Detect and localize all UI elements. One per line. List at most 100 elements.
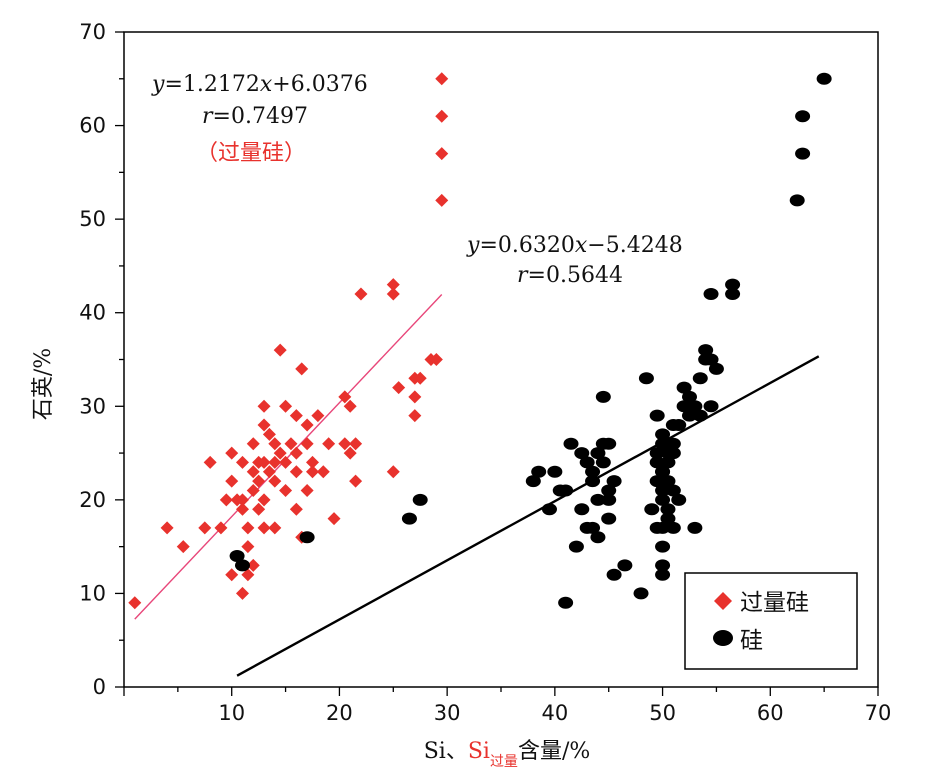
point-silicon xyxy=(816,72,832,85)
point-silicon xyxy=(412,493,428,506)
point-excess-silicon xyxy=(338,437,352,451)
fit-note-excess-silicon: （过量硅） xyxy=(196,141,306,166)
point-silicon xyxy=(590,531,606,544)
point-silicon xyxy=(638,372,654,385)
point-excess-silicon xyxy=(262,465,276,479)
point-excess-silicon xyxy=(306,465,319,479)
x-tick-label: 20 xyxy=(326,701,353,725)
fit-line-silicon xyxy=(236,355,820,677)
point-excess-silicon xyxy=(268,437,282,451)
point-excess-silicon xyxy=(268,474,282,488)
y-tick-label: 50 xyxy=(79,207,106,231)
fit-equation-excess-silicon: y=1.2172x+6.0376 xyxy=(151,72,368,97)
point-silicon xyxy=(606,568,622,581)
point-silicon xyxy=(660,456,676,469)
point-silicon xyxy=(687,400,703,413)
point-excess-silicon xyxy=(408,409,422,423)
point-silicon xyxy=(299,531,315,544)
axis-ticks: 10 20 30 40 50 60 70 0 10 20 30 40 50 60 70 xyxy=(79,20,891,725)
point-silicon xyxy=(789,194,805,207)
point-silicon xyxy=(795,110,811,123)
point-silicon xyxy=(692,372,708,385)
point-excess-silicon xyxy=(257,493,271,507)
point-silicon xyxy=(655,484,671,497)
point-excess-silicon xyxy=(268,455,282,469)
point-silicon xyxy=(601,512,617,525)
point-excess-silicon xyxy=(327,512,341,526)
point-excess-silicon xyxy=(262,427,276,441)
point-silicon xyxy=(703,353,719,366)
point-excess-silicon xyxy=(198,521,212,535)
point-excess-silicon xyxy=(214,521,228,535)
point-excess-silicon xyxy=(289,409,303,423)
point-excess-silicon xyxy=(176,540,190,554)
point-excess-silicon xyxy=(306,455,319,469)
point-silicon xyxy=(655,493,671,506)
point-excess-silicon xyxy=(241,540,255,554)
point-excess-silicon xyxy=(252,474,266,488)
point-excess-silicon xyxy=(225,446,239,460)
point-excess-silicon xyxy=(322,437,336,451)
point-silicon xyxy=(649,475,665,488)
y-tick-label: 60 xyxy=(79,114,106,138)
point-excess-silicon xyxy=(160,521,174,535)
point-excess-silicon xyxy=(295,362,309,376)
point-excess-silicon xyxy=(257,455,271,469)
point-excess-silicon xyxy=(311,409,325,423)
point-silicon xyxy=(601,437,617,450)
point-silicon xyxy=(558,596,574,609)
point-excess-silicon xyxy=(413,371,427,385)
y-tick-label: 0 xyxy=(93,675,106,699)
x-tick-label: 50 xyxy=(649,701,676,725)
point-excess-silicon xyxy=(241,568,255,582)
point-silicon xyxy=(601,493,617,506)
point-silicon xyxy=(655,428,671,441)
point-excess-silicon xyxy=(354,287,368,301)
point-excess-silicon xyxy=(203,455,217,469)
point-excess-silicon xyxy=(246,465,260,479)
point-excess-silicon xyxy=(338,390,352,404)
point-silicon xyxy=(671,493,687,506)
point-silicon xyxy=(655,540,671,553)
fit-equation-silicon: y=0.6320x−5.4248 xyxy=(466,233,683,258)
point-excess-silicon xyxy=(241,521,255,535)
point-silicon xyxy=(698,344,714,357)
point-excess-silicon xyxy=(235,586,249,600)
point-silicon xyxy=(585,465,601,478)
point-excess-silicon xyxy=(235,502,249,516)
point-excess-silicon xyxy=(279,399,293,413)
point-silicon xyxy=(401,512,417,525)
point-silicon xyxy=(617,559,633,572)
y-tick-label: 30 xyxy=(79,394,106,418)
point-silicon xyxy=(660,512,676,525)
y-tick-label: 20 xyxy=(79,488,106,512)
point-silicon xyxy=(547,465,563,478)
point-silicon xyxy=(682,409,697,422)
point-silicon xyxy=(655,559,671,572)
legend-diamond-marker xyxy=(714,592,732,610)
point-silicon xyxy=(563,437,579,450)
point-silicon xyxy=(649,409,665,422)
point-silicon xyxy=(595,390,611,403)
point-silicon xyxy=(725,278,741,291)
legend-ellipse-marker xyxy=(713,630,733,646)
point-excess-silicon xyxy=(435,72,449,86)
point-excess-silicon xyxy=(279,484,293,497)
legend-label-excess-silicon: 过量硅 xyxy=(740,590,809,616)
point-excess-silicon xyxy=(386,287,400,301)
data-points xyxy=(128,72,832,610)
point-excess-silicon xyxy=(386,278,400,292)
point-excess-silicon xyxy=(289,465,303,479)
x-tick-label: 60 xyxy=(757,701,784,725)
point-excess-silicon xyxy=(257,418,271,432)
point-excess-silicon xyxy=(435,193,449,207)
point-silicon xyxy=(601,484,617,497)
point-silicon xyxy=(676,400,692,413)
point-silicon xyxy=(665,521,681,534)
point-excess-silicon xyxy=(300,418,314,432)
x-axis-title: Si、Si过量含量/% xyxy=(424,739,591,770)
point-excess-silicon xyxy=(289,502,303,516)
point-excess-silicon xyxy=(246,484,260,497)
point-silicon xyxy=(558,484,574,497)
